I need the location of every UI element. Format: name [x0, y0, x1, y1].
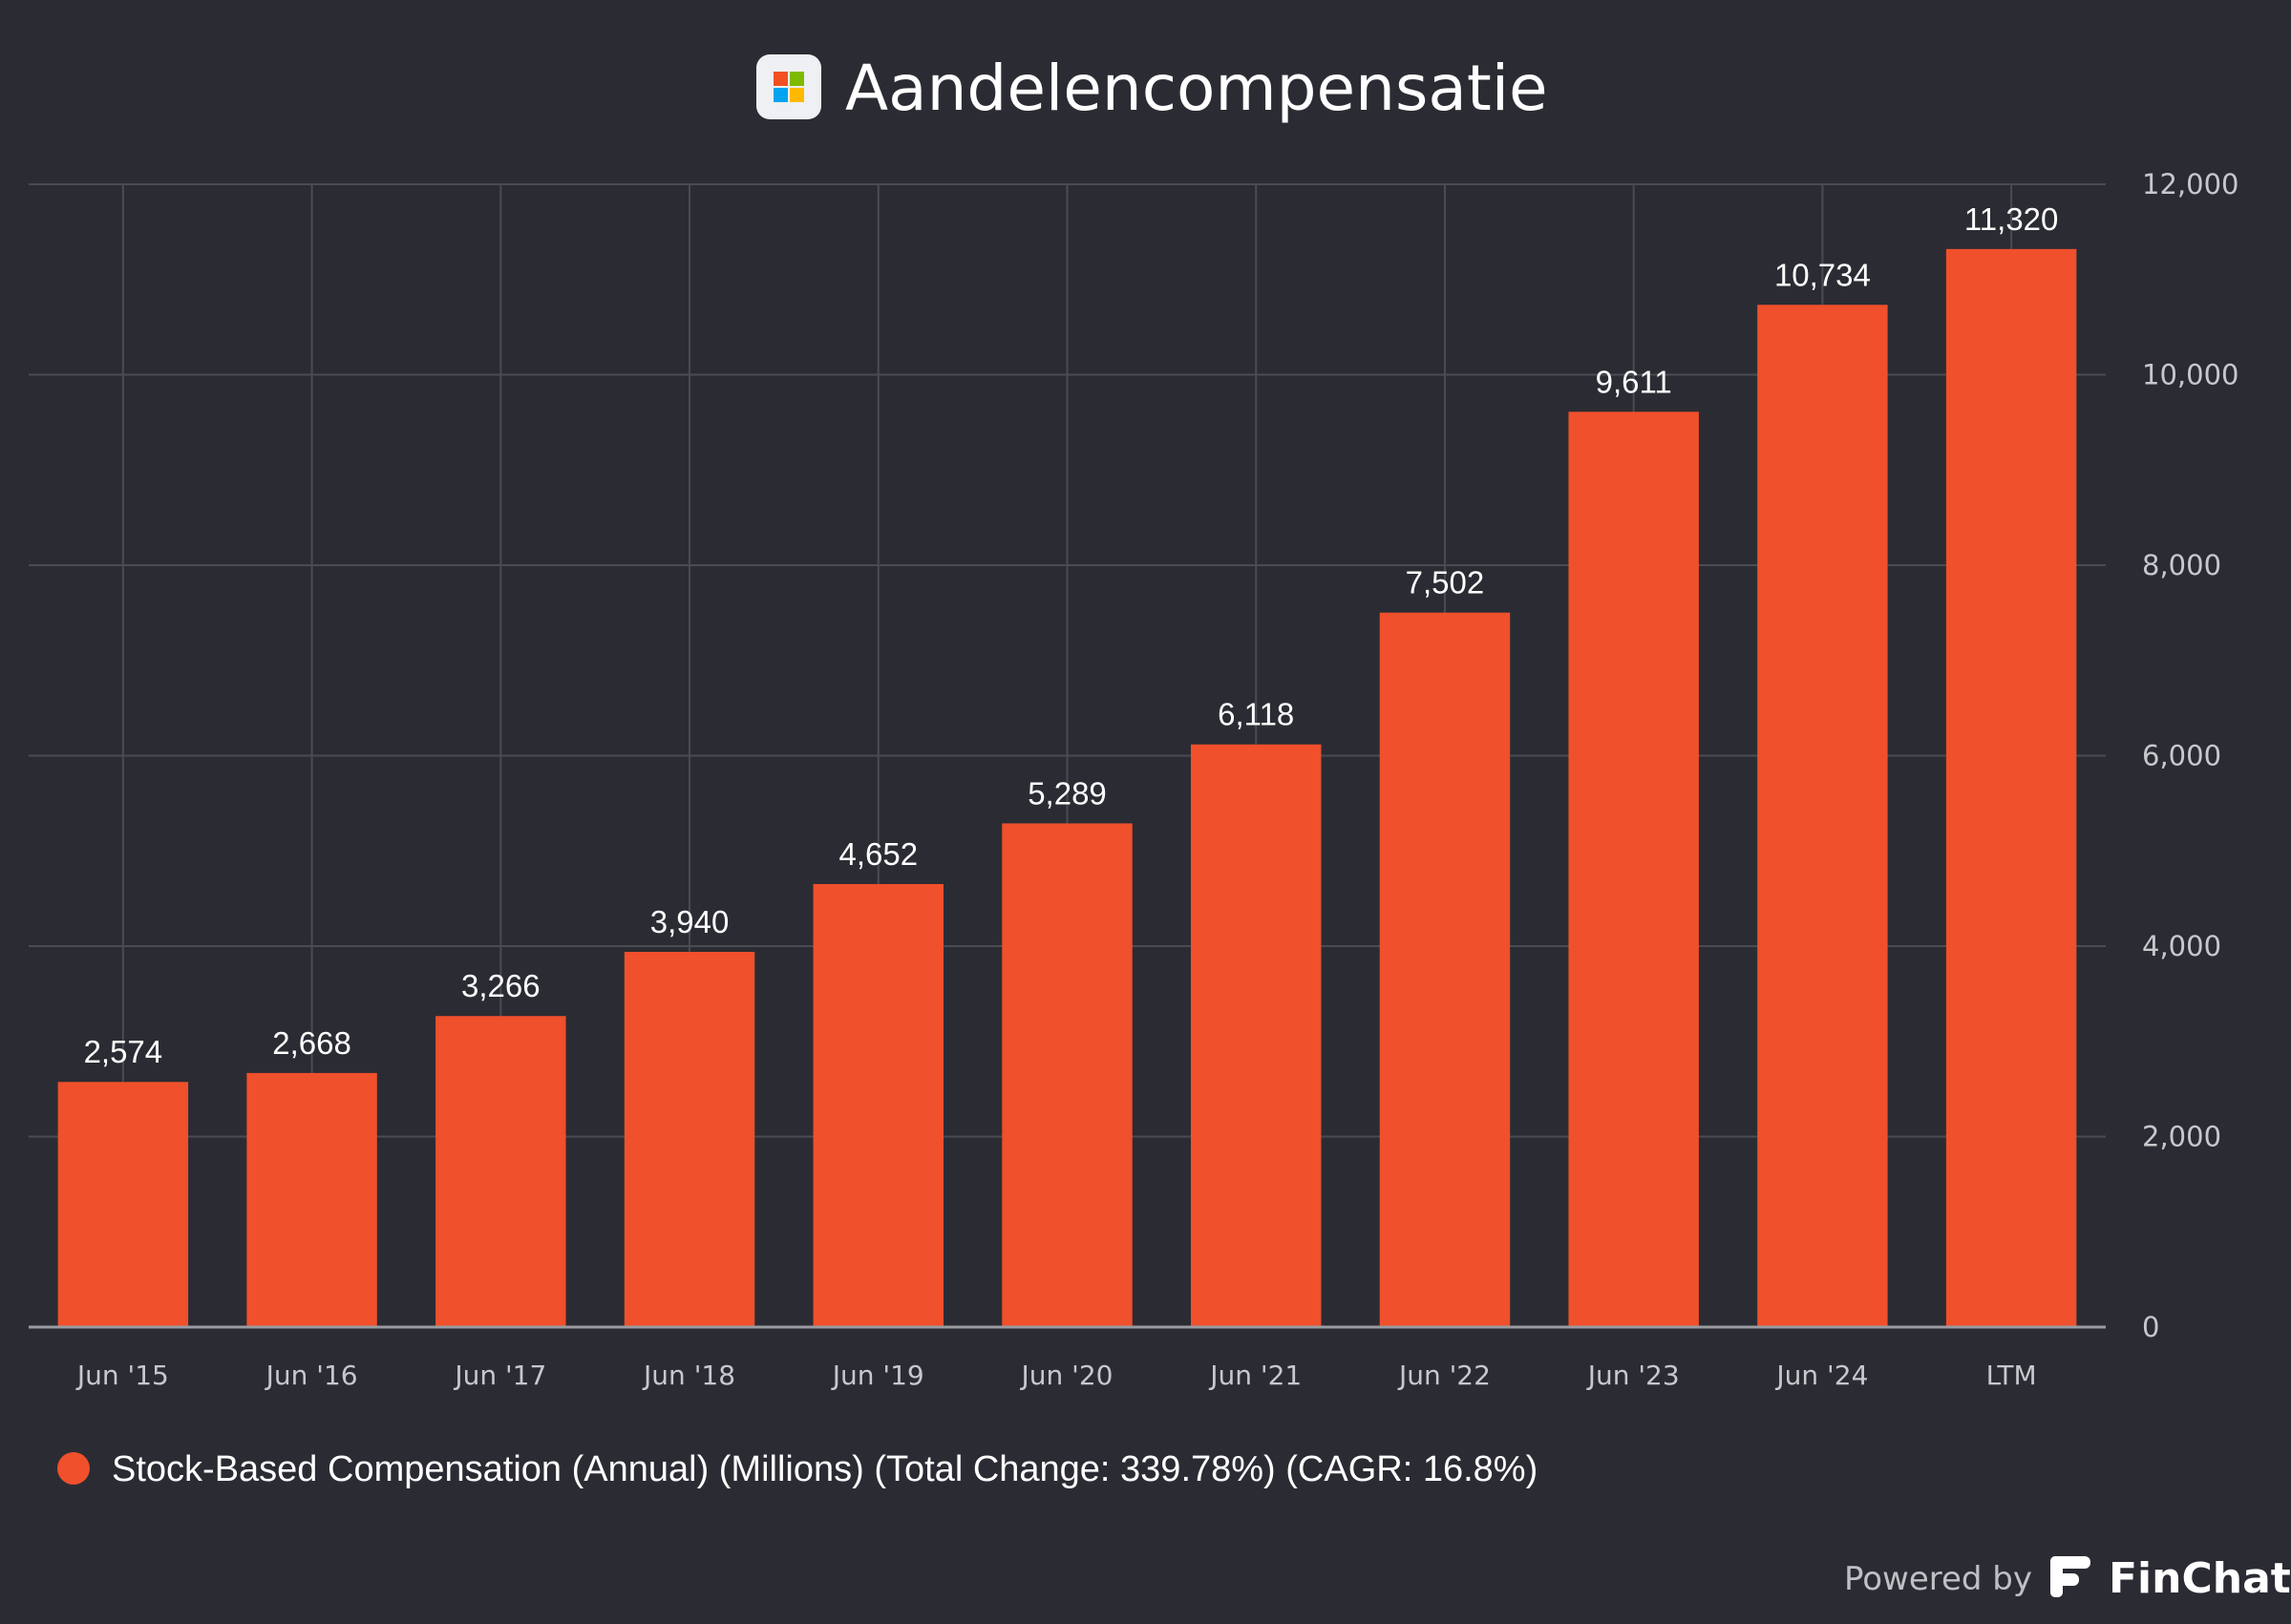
x-tick-label: Jun '18	[642, 1360, 735, 1391]
data-label: 2,574	[84, 1034, 163, 1069]
x-tick-label: Jun '19	[831, 1360, 924, 1391]
data-label: 6,118	[1218, 697, 1294, 732]
microsoft-logo-icon	[756, 54, 821, 119]
y-tick-label: 10,000	[2142, 359, 2238, 391]
x-tick-label: Jun '15	[75, 1360, 169, 1391]
bar[interactable]	[1002, 823, 1133, 1327]
legend-label: Stock-Based Compensation (Annual) (Milli…	[112, 1449, 1538, 1489]
bar[interactable]	[1568, 411, 1699, 1328]
bar[interactable]	[1191, 744, 1322, 1327]
y-tick-label: 8,000	[2142, 549, 2221, 581]
y-tick-label: 6,000	[2142, 740, 2221, 772]
bars	[57, 248, 2077, 1328]
y-axis-ticks: 0 2,000 4,000 6,000 8,000 10,000 12,000	[2142, 168, 2238, 1343]
bar[interactable]	[435, 1016, 566, 1327]
data-label: 9,611	[1596, 364, 1672, 399]
data-label: 7,502	[1406, 565, 1485, 601]
x-axis-ticks: Jun '15 Jun '16 Jun '17 Jun '18 Jun '19 Jun '…	[75, 1360, 2037, 1391]
data-label: 11,320	[1964, 201, 2058, 237]
finchat-logo-icon	[2050, 1556, 2090, 1597]
powered-by-footer[interactable]: Powered by FinChat	[1844, 1554, 2291, 1603]
legend[interactable]: Stock-Based Compensation (Annual) (Milli…	[57, 1449, 1538, 1489]
chart-title-group: Aandelencompensatie	[756, 52, 1548, 125]
bar[interactable]	[624, 951, 755, 1327]
data-label: 4,652	[838, 836, 918, 872]
bar[interactable]	[246, 1072, 377, 1327]
x-tick-label: Jun '20	[1020, 1360, 1114, 1391]
data-label: 2,668	[272, 1025, 351, 1061]
data-labels: 2,574 2,668 3,266 3,940 4,652 5,289 6,118 7,502…	[84, 201, 2059, 1069]
x-tick-label: Jun '17	[453, 1360, 546, 1391]
x-tick-label: Jun '21	[1208, 1360, 1302, 1391]
data-label: 5,289	[1028, 775, 1107, 811]
bar[interactable]	[1757, 305, 1888, 1328]
y-tick-label: 12,000	[2142, 168, 2238, 200]
y-tick-label: 4,000	[2142, 930, 2221, 962]
bar[interactable]	[57, 1082, 189, 1327]
y-tick-label: 2,000	[2142, 1121, 2221, 1153]
data-label: 3,266	[461, 968, 541, 1003]
chart-title: Aandelencompensatie	[845, 52, 1548, 125]
data-label: 10,734	[1774, 257, 1871, 292]
x-tick-label: Jun '24	[1774, 1360, 1868, 1391]
bar[interactable]	[1945, 248, 2077, 1328]
legend-marker	[57, 1452, 90, 1485]
finchat-brand: FinChat	[2109, 1554, 2291, 1603]
x-tick-label: Jun '22	[1397, 1360, 1491, 1391]
y-tick-label: 0	[2142, 1311, 2159, 1343]
x-tick-label: LTM	[1986, 1360, 2037, 1391]
x-tick-label: Jun '23	[1586, 1360, 1680, 1391]
bar[interactable]	[1379, 612, 1511, 1327]
x-tick-label: Jun '16	[265, 1360, 358, 1391]
powered-by-label: Powered by	[1844, 1560, 2032, 1598]
data-label: 3,940	[650, 904, 730, 939]
bar[interactable]	[813, 883, 944, 1327]
